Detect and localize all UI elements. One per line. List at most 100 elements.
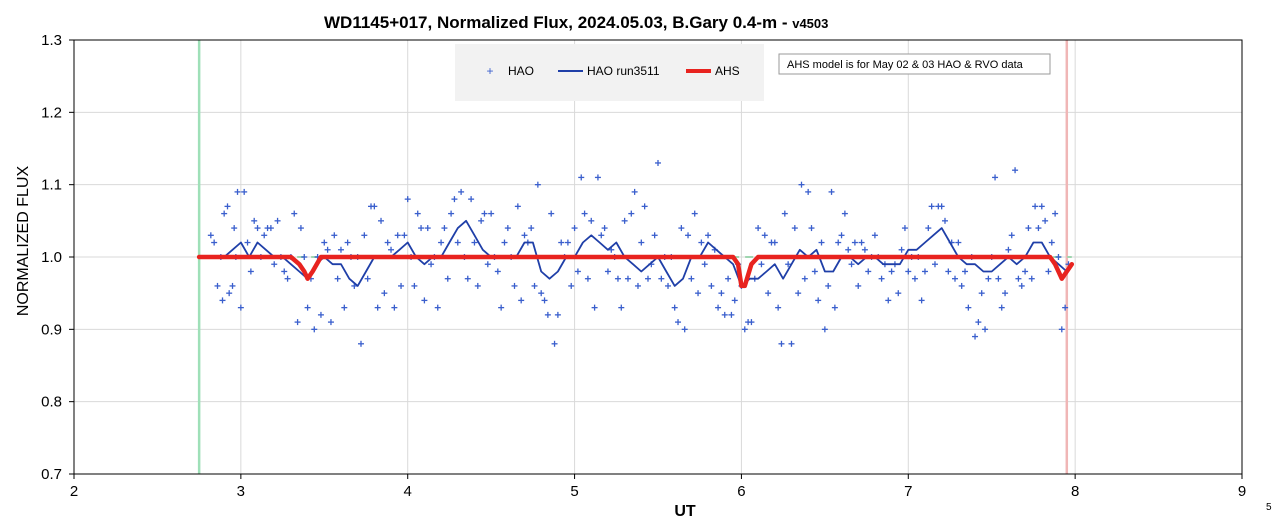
data-point-hao — [428, 261, 435, 268]
data-point-hao — [394, 232, 401, 239]
data-point-hao — [578, 174, 585, 181]
data-point-hao — [741, 326, 748, 333]
data-point-hao — [564, 239, 571, 246]
data-point-hao — [551, 340, 558, 347]
data-point-hao — [691, 210, 698, 217]
data-point-hao — [1058, 326, 1065, 333]
x-axis-label: UT — [674, 503, 696, 520]
data-point-hao — [424, 225, 431, 232]
y-axis-label: NORMALIZED FLUX — [15, 166, 32, 317]
data-point-hao — [214, 282, 221, 289]
data-point-hao — [231, 225, 238, 232]
y-tick-label: 0.9 — [41, 321, 62, 338]
data-point-hao — [304, 304, 311, 311]
data-point-hao — [294, 319, 301, 326]
y-tick-label: 1.1 — [41, 177, 62, 194]
data-point-hao — [848, 261, 855, 268]
data-point-hao — [731, 297, 738, 304]
data-point-hao — [838, 232, 845, 239]
y-tick-label: 0.8 — [41, 394, 62, 411]
series-line-hao-run3511 — [199, 219, 1068, 287]
data-point-hao — [488, 210, 495, 217]
data-point-hao — [474, 282, 481, 289]
data-point-hao — [421, 297, 428, 304]
data-point-hao — [594, 174, 601, 181]
data-point-hao — [911, 275, 918, 282]
data-point-hao — [845, 246, 852, 253]
data-point-hao — [718, 290, 725, 297]
data-point-hao — [371, 203, 378, 210]
data-point-hao — [795, 290, 802, 297]
data-point-hao — [1055, 254, 1062, 260]
data-point-hao — [601, 225, 608, 232]
data-point-hao — [324, 246, 331, 253]
data-point-hao — [695, 290, 702, 297]
data-point-hao — [798, 181, 805, 188]
data-point-hao — [918, 297, 925, 304]
data-point-hao — [568, 282, 575, 289]
data-point-hao — [811, 268, 818, 275]
data-point-hao — [945, 268, 952, 275]
data-point-hao — [715, 304, 722, 311]
data-point-hao — [801, 275, 808, 282]
data-point-hao — [548, 210, 555, 217]
data-point-hao — [1018, 282, 1025, 289]
data-point-hao — [301, 254, 308, 260]
chart-title-main: WD1145+017, Normalized Flux, 2024.05.03,… — [324, 13, 792, 32]
data-point-hao — [858, 239, 865, 246]
x-tick-label: 6 — [737, 483, 745, 500]
data-point-hao — [791, 225, 798, 232]
data-point-hao — [962, 268, 969, 275]
data-point-hao — [628, 210, 635, 217]
data-point-hao — [985, 275, 992, 282]
x-tick-label: 3 — [237, 483, 245, 500]
series-run — [199, 219, 1068, 287]
data-point-hao — [211, 239, 218, 246]
data-point-hao — [721, 311, 728, 318]
data-point-hao — [975, 319, 982, 326]
data-point-hao — [895, 290, 902, 297]
data-point-hao — [831, 304, 838, 311]
x-tick-label: 5 — [570, 483, 578, 500]
legend-box — [455, 44, 764, 101]
data-point-hao — [865, 268, 872, 275]
data-point-hao — [748, 319, 755, 326]
data-point-hao — [297, 225, 304, 232]
data-point-hao — [705, 232, 712, 239]
data-point-hao — [337, 246, 344, 253]
data-point-hao — [955, 239, 962, 246]
data-point-hao — [1038, 203, 1045, 210]
data-point-hao — [571, 225, 578, 232]
data-point-hao — [665, 282, 672, 289]
series-line-ahs — [196, 254, 1075, 289]
data-point-hao — [931, 261, 938, 268]
annotation-text: AHS model is for May 02 & 03 HAO & RVO d… — [787, 59, 1024, 71]
data-point-hao — [398, 282, 405, 289]
data-point-hao — [261, 232, 268, 239]
data-point-hao — [851, 239, 858, 246]
data-point-hao — [728, 311, 735, 318]
data-point-hao — [698, 239, 705, 246]
data-point-hao — [701, 261, 708, 268]
y-tick-label: 1.0 — [41, 249, 62, 266]
data-point-hao — [855, 282, 862, 289]
data-point-hao — [901, 225, 908, 232]
data-point-hao — [898, 246, 905, 253]
data-point-hao — [1008, 232, 1015, 239]
data-point-hao — [444, 275, 451, 282]
data-point-hao — [1005, 246, 1012, 253]
data-point-hao — [655, 159, 661, 166]
data-point-hao — [219, 297, 226, 304]
data-point-hao — [995, 275, 1002, 282]
data-point-hao — [644, 275, 651, 282]
x-tick-label: 9 — [1238, 483, 1246, 500]
data-point-hao — [681, 326, 688, 333]
data-point-hao — [785, 261, 792, 268]
data-point-hao — [771, 239, 778, 246]
y-tick-label: 1.3 — [41, 32, 62, 49]
data-point-hao — [458, 188, 465, 195]
data-point-hao — [251, 217, 258, 224]
data-point-hao — [224, 203, 231, 210]
data-point-hao — [1052, 210, 1059, 217]
data-point-hao — [544, 311, 551, 318]
